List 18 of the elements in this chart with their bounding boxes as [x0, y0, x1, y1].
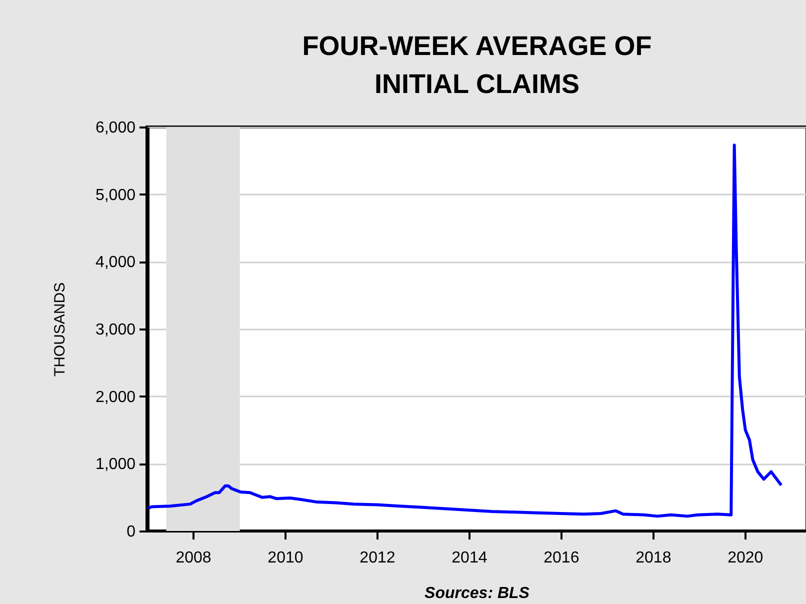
x-tick-label: 2012: [360, 550, 396, 566]
chart-title: FOUR-WEEK AVERAGE OF INITIAL CLAIMS: [302, 31, 652, 99]
x-tick-label: 2008: [176, 550, 212, 566]
y-tick-label: 5,000: [95, 186, 136, 204]
source-note: Sources: BLS: [424, 585, 530, 602]
x-tick-label: 2016: [544, 550, 580, 566]
x-tick-label: 2010: [268, 550, 304, 566]
y-tick-label: 0: [126, 524, 136, 540]
y-tick-label: 3,000: [95, 322, 136, 338]
y-tick-label: 1,000: [95, 456, 136, 474]
y-tick-label: 2,000: [95, 388, 136, 406]
y-tick-label: 4,000: [95, 254, 136, 272]
line-series: [147, 144, 783, 518]
x-tick-label: 2014: [452, 550, 488, 566]
y-tick-label: 6,000: [95, 120, 136, 136]
y-axis-title: THOUSANDS: [51, 282, 68, 377]
x-tick-label: 2018: [636, 550, 672, 566]
x-tick-label: 2020: [728, 550, 764, 566]
